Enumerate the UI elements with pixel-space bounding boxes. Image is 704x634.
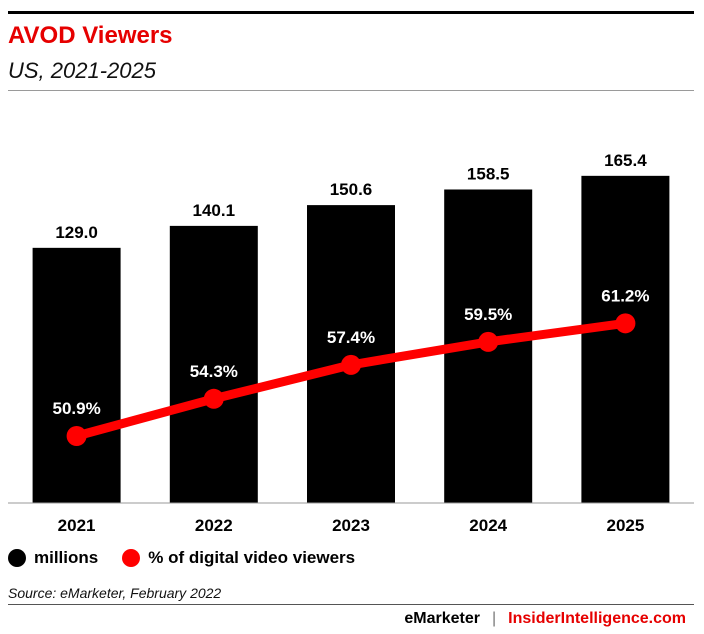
legend-item-millions: millions	[8, 548, 98, 568]
percent-point-2021	[66, 426, 87, 446]
legend: millions % of digital video viewers	[8, 548, 379, 568]
footer-separator: |	[492, 610, 497, 627]
subtitle-rule	[8, 90, 694, 91]
bar-2023	[307, 205, 395, 503]
footer-brand-emarketer: eMarketer	[404, 610, 481, 627]
bar-value-label-2022: 140.1	[193, 201, 236, 220]
bar-2021	[32, 247, 121, 503]
percent-point-2023	[341, 354, 361, 375]
bar-value-label-2023: 150.6	[330, 180, 373, 199]
footer-brand-insider[interactable]: InsiderIntelligence.com	[508, 610, 686, 627]
percent-label-2025: 61.2%	[601, 286, 649, 305]
percent-point-2022	[203, 388, 224, 409]
x-tick-label-2024: 2024	[469, 516, 507, 535]
percent-label-2021: 50.9%	[52, 399, 100, 418]
bar-2022	[169, 225, 258, 503]
source-note: Source: eMarketer, February 2022	[8, 585, 222, 601]
x-tick-label-2022: 2022	[195, 516, 233, 535]
percent-point-2024	[478, 331, 499, 352]
legend-item-percent: % of digital video viewers	[122, 548, 355, 568]
percent-label-2023: 57.4%	[327, 328, 375, 347]
legend-label-millions: millions	[34, 548, 99, 567]
bar-value-label-2025: 165.4	[604, 151, 647, 170]
line-layer: 50.9% 54.3% 57.4% 59.5% 61.2%	[52, 286, 650, 446]
footer-rule	[8, 604, 694, 605]
chart-subtitle: US, 2021-2025	[8, 58, 156, 83]
chart-title: AVOD Viewers	[8, 22, 173, 49]
x-tick-label-2023: 2023	[332, 516, 370, 535]
legend-swatch-percent	[122, 549, 141, 567]
percent-label-2024: 59.5%	[464, 305, 512, 324]
bar-2025	[581, 175, 670, 503]
x-tick-label-2025: 2025	[606, 516, 644, 535]
top-rule	[8, 11, 694, 14]
bars-layer: 129.0 140.1 150.6 158.5 165.4	[32, 151, 670, 503]
x-tick-label-2021: 2021	[58, 516, 96, 535]
x-ticks-layer: 2021 2022 2023 2024 2025	[58, 516, 645, 535]
percent-point-2025	[615, 313, 636, 334]
footer-brand: eMarketer | InsiderIntelligence.com	[404, 610, 686, 628]
bar-value-label-2021: 129.0	[55, 223, 98, 242]
percent-label-2022: 54.3%	[190, 362, 238, 381]
legend-label-percent: % of digital video viewers	[148, 548, 356, 567]
bar-value-label-2024: 158.5	[467, 164, 510, 183]
legend-swatch-millions	[8, 549, 26, 567]
